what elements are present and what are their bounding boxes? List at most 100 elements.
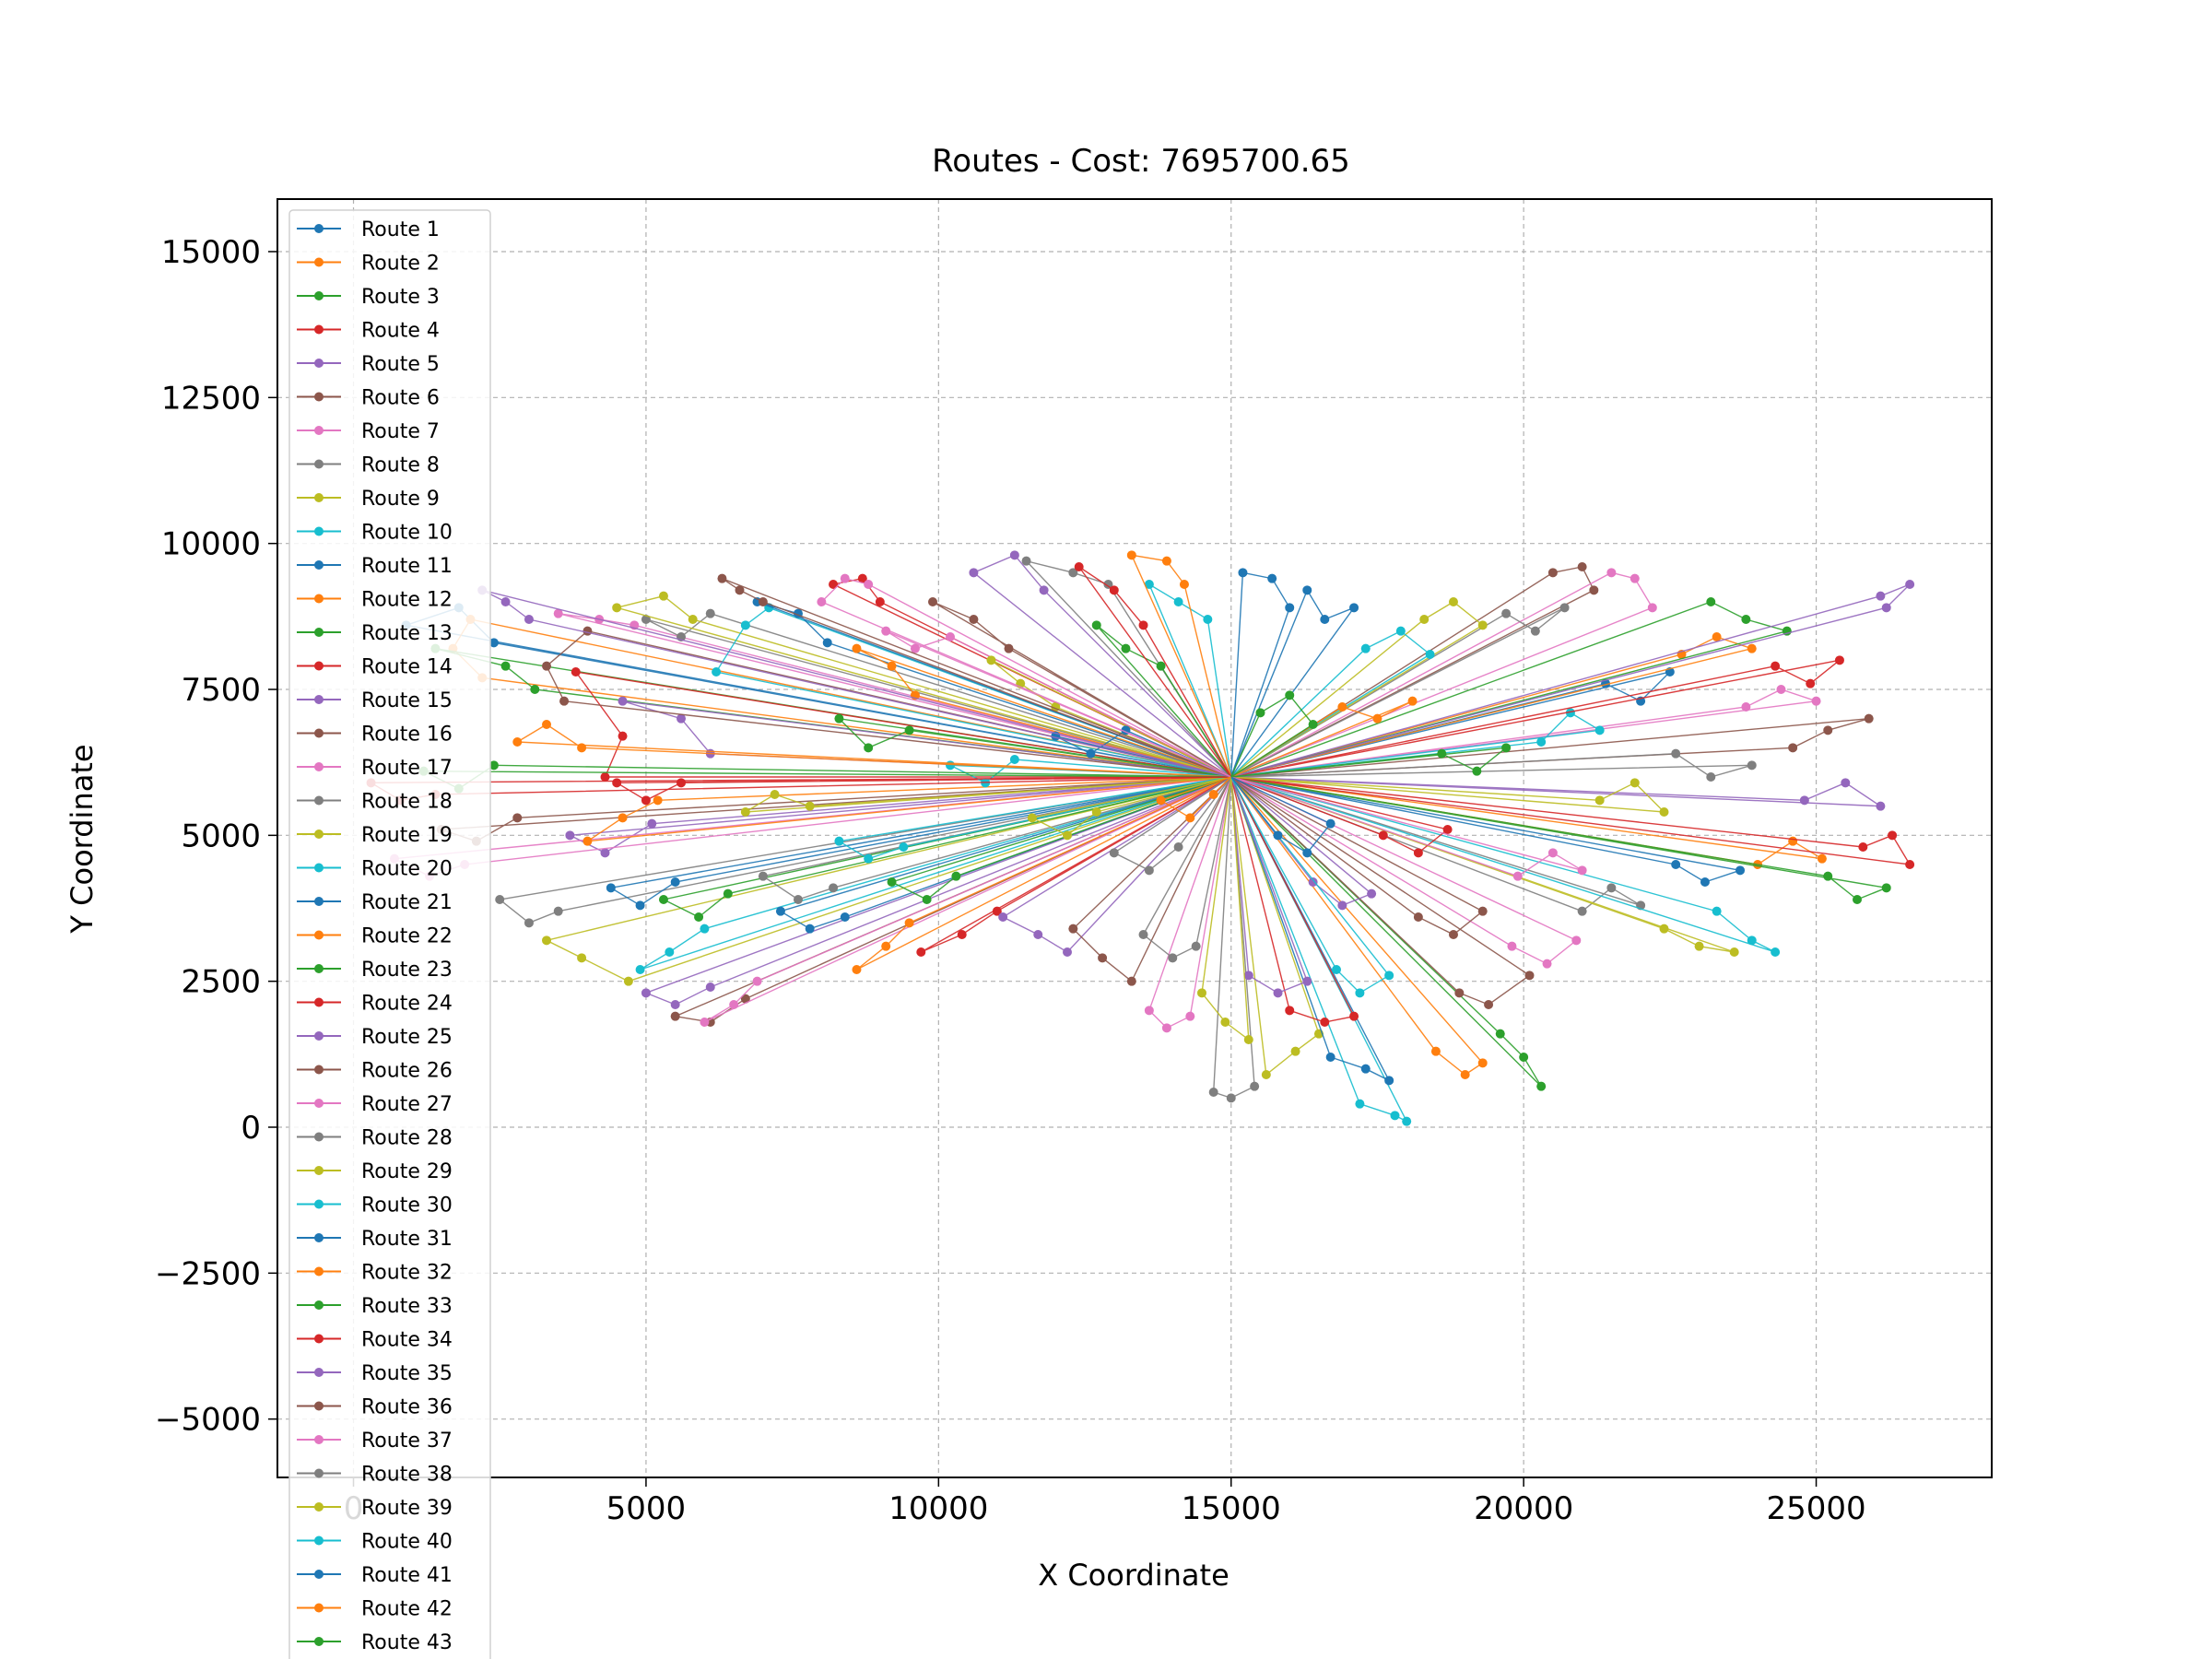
route-point xyxy=(887,661,897,671)
route-point xyxy=(1747,760,1757,771)
route-point xyxy=(1325,818,1335,829)
x-tick-label: 10000 xyxy=(888,1490,988,1527)
legend-label: Route 5 xyxy=(361,353,440,376)
chart-title: Routes - Cost: 7695700.65 xyxy=(932,143,1350,180)
route-series xyxy=(1230,580,1915,778)
legend-swatch-marker xyxy=(314,257,324,267)
route-point xyxy=(1355,988,1365,998)
route-point xyxy=(864,580,874,589)
route-point xyxy=(1834,655,1844,665)
route-point xyxy=(1442,825,1453,834)
route-point xyxy=(904,918,914,928)
route-series xyxy=(641,608,1231,778)
legend-item: Route 1 xyxy=(297,218,440,241)
route-point xyxy=(1068,924,1078,934)
legend-label: Route 15 xyxy=(361,689,453,712)
legend-swatch-marker xyxy=(314,1334,324,1344)
route-series xyxy=(495,776,1231,928)
route-point xyxy=(694,912,704,922)
route-point xyxy=(852,965,862,974)
route-point xyxy=(1098,953,1108,963)
route-point xyxy=(1771,947,1781,957)
route-series xyxy=(1144,776,1232,1033)
route-series xyxy=(916,776,1232,957)
legend-swatch-marker xyxy=(314,1166,324,1175)
legend-label: Route 13 xyxy=(361,622,453,645)
route-point xyxy=(512,737,523,747)
route-point xyxy=(641,988,651,998)
legend-swatch-marker xyxy=(314,426,324,435)
legend-swatch-marker xyxy=(314,930,324,940)
route-point xyxy=(1577,865,1587,876)
route-point xyxy=(1694,941,1704,951)
legend-item: Route 11 xyxy=(297,555,453,578)
route-series xyxy=(1230,776,1377,911)
legend-item: Route 39 xyxy=(297,1497,453,1520)
route-point xyxy=(670,877,680,887)
route-point xyxy=(647,818,657,829)
route-point xyxy=(618,731,628,741)
route-series xyxy=(1230,632,1757,778)
route-point xyxy=(1004,643,1014,653)
legend-label: Route 36 xyxy=(361,1396,453,1419)
route-point xyxy=(1501,608,1512,618)
route-point xyxy=(1542,959,1552,969)
route-series xyxy=(852,776,1232,974)
x-ticks: 0500010000150002000025000 xyxy=(344,1477,1866,1527)
route-point xyxy=(530,685,540,694)
legend-swatch-marker xyxy=(314,1300,324,1310)
route-point xyxy=(957,930,967,939)
route-point xyxy=(1384,1076,1394,1086)
route-point xyxy=(1355,1099,1365,1109)
route-series xyxy=(1230,776,1359,1027)
legend-item: Route 4 xyxy=(297,320,440,343)
route-point xyxy=(1009,755,1019,764)
legend-swatch-marker xyxy=(314,997,324,1007)
legend-swatch-marker xyxy=(314,594,324,604)
legend-label: Route 30 xyxy=(361,1194,453,1218)
y-tick-label: 12500 xyxy=(161,380,261,417)
legend-swatch-marker xyxy=(314,560,324,570)
route-point xyxy=(658,591,668,601)
route-point xyxy=(1197,988,1207,998)
route-point xyxy=(1161,1023,1171,1033)
route-point xyxy=(1191,941,1201,951)
route-point xyxy=(512,813,523,823)
route-point xyxy=(635,965,645,974)
route-point xyxy=(582,836,593,846)
route-point xyxy=(524,615,534,624)
route-point xyxy=(922,895,932,904)
route-point xyxy=(1530,626,1540,636)
route-point xyxy=(927,597,937,606)
route-series xyxy=(1230,597,1488,778)
route-point xyxy=(1477,906,1488,916)
route-point xyxy=(1208,1088,1218,1097)
route-point xyxy=(1302,976,1312,986)
legend-swatch-marker xyxy=(314,1132,324,1142)
route-point xyxy=(1367,888,1377,899)
legend-box xyxy=(288,209,491,1659)
route-point xyxy=(1577,562,1587,571)
route-point xyxy=(641,615,651,624)
route-point xyxy=(740,620,750,630)
route-point xyxy=(1360,1064,1371,1074)
route-series xyxy=(1230,776,1394,1086)
legend-label: Route 27 xyxy=(361,1093,453,1116)
route-series xyxy=(1230,585,1359,778)
y-tick-label: −2500 xyxy=(155,1255,261,1292)
route-point xyxy=(1425,650,1435,659)
route-point xyxy=(1472,766,1482,776)
route-series xyxy=(1230,748,1757,782)
route-point xyxy=(1671,748,1681,759)
legend-label: Route 19 xyxy=(361,824,453,847)
route-series xyxy=(1230,776,1335,858)
route-point xyxy=(1337,702,1347,712)
y-tick-label: 5000 xyxy=(181,818,261,854)
route-series xyxy=(1230,568,1295,778)
route-point xyxy=(1630,778,1640,788)
legend-label: Route 4 xyxy=(361,320,440,343)
route-point xyxy=(1454,988,1465,998)
legend-swatch-marker xyxy=(314,1603,324,1613)
legend-item: Route 40 xyxy=(297,1531,453,1554)
route-series xyxy=(817,573,1232,778)
